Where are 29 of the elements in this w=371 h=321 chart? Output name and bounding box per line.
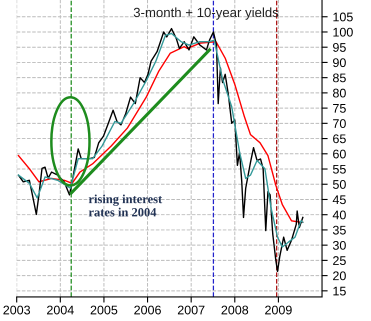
x-tick-label: 2007	[178, 306, 204, 314]
text: 3-month + 10-year yields	[134, 7, 278, 20]
y-tick-label: 70	[333, 119, 346, 128]
y-tick-label: 45	[332, 195, 346, 204]
y-tick-label: 80	[332, 88, 346, 98]
y-tick-label: 20	[333, 271, 346, 280]
line-series	[18, 41, 304, 224]
y-tick-label: 105	[333, 12, 353, 22]
y-tick-label: 95	[333, 43, 346, 52]
x-tick-label: 2008	[222, 306, 248, 314]
x-tick-label: 2004	[47, 306, 74, 314]
y-tick-label: 85	[332, 73, 346, 82]
annotation: rising interest rates in 2004	[88, 194, 162, 216]
y-tick-label: 90	[333, 58, 346, 68]
y-tick-label: 55	[332, 164, 346, 174]
x-tick-label: 2003	[3, 306, 30, 314]
y-tick-label: 50	[332, 180, 346, 189]
y-tick-label: 60	[333, 150, 346, 158]
y-tick-label: 40	[332, 210, 346, 220]
y-tick-label: 25	[333, 256, 346, 266]
x-tick-label: 2009	[265, 306, 292, 314]
x-tick-label: 2005	[90, 306, 118, 314]
y-tick-label: 65	[333, 134, 346, 144]
x-tick-label: 2006	[134, 306, 161, 314]
y-tick-label: 15	[333, 286, 346, 296]
y-tick-label: 100	[333, 28, 353, 37]
y-tick-label: 35	[332, 226, 346, 235]
y-tick-label: 75	[333, 104, 346, 113]
y-tick-label: 30	[332, 240, 346, 250]
